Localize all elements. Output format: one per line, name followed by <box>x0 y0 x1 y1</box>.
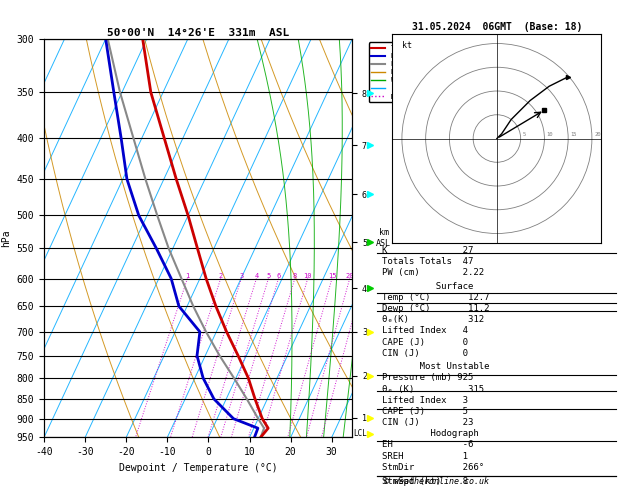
Text: CIN (J)        23: CIN (J) 23 <box>382 418 474 427</box>
Text: Lifted Index   4: Lifted Index 4 <box>382 327 468 335</box>
Text: θₑ (K)          315: θₑ (K) 315 <box>382 384 484 394</box>
Text: 5: 5 <box>266 273 270 278</box>
Text: CAPE (J)       5: CAPE (J) 5 <box>382 407 468 416</box>
Legend: Temperature, Dewpoint, Parcel Trajectory, Dry Adiabat, Wet Adiabat, Isotherm, Mi: Temperature, Dewpoint, Parcel Trajectory… <box>369 42 466 103</box>
Title: 50°00'N  14°26'E  331m  ASL: 50°00'N 14°26'E 331m ASL <box>107 28 289 38</box>
Text: 15: 15 <box>571 132 577 137</box>
Text: 8: 8 <box>292 273 297 278</box>
Text: 10: 10 <box>547 132 554 137</box>
Text: © weatheronline.co.uk: © weatheronline.co.uk <box>384 477 489 486</box>
Text: 1: 1 <box>186 273 189 278</box>
Text: LCL: LCL <box>353 429 367 438</box>
Text: Totals Totals  47: Totals Totals 47 <box>382 257 474 266</box>
Text: Lifted Index   3: Lifted Index 3 <box>382 396 468 405</box>
Text: 10: 10 <box>303 273 312 278</box>
Text: 20: 20 <box>594 132 601 137</box>
Text: 6: 6 <box>276 273 281 278</box>
Text: Pressure (mb) 925: Pressure (mb) 925 <box>382 373 474 382</box>
X-axis label: Dewpoint / Temperature (°C): Dewpoint / Temperature (°C) <box>119 463 277 473</box>
Text: 5: 5 <box>523 132 526 137</box>
Text: PW (cm)        2.22: PW (cm) 2.22 <box>382 268 484 278</box>
Title: 31.05.2024  06GMT  (Base: 18): 31.05.2024 06GMT (Base: 18) <box>412 22 582 32</box>
Text: kt: kt <box>402 41 412 50</box>
Text: Hodograph: Hodograph <box>382 429 533 438</box>
Y-axis label: km
ASL: km ASL <box>376 228 391 248</box>
Text: StmDir         266°: StmDir 266° <box>382 463 484 472</box>
Text: SREH           1: SREH 1 <box>382 451 468 461</box>
Y-axis label: hPa: hPa <box>1 229 11 247</box>
Text: Dewp (°C)       11.2: Dewp (°C) 11.2 <box>382 304 490 313</box>
Text: 20: 20 <box>345 273 354 278</box>
Text: EH             -6: EH -6 <box>382 440 474 450</box>
Text: 4: 4 <box>254 273 259 278</box>
Text: StmSpd (kt)    8: StmSpd (kt) 8 <box>382 477 468 486</box>
Text: θₑ(K)           312: θₑ(K) 312 <box>382 315 484 324</box>
Text: CAPE (J)       0: CAPE (J) 0 <box>382 338 468 347</box>
Text: Temp (°C)       12.7: Temp (°C) 12.7 <box>382 293 490 302</box>
Text: Surface: Surface <box>382 282 533 291</box>
Text: 2: 2 <box>218 273 223 278</box>
Text: K              27: K 27 <box>382 246 474 255</box>
Text: CIN (J)        0: CIN (J) 0 <box>382 349 468 358</box>
Text: Most Unstable: Most Unstable <box>382 362 533 371</box>
Text: 15: 15 <box>328 273 336 278</box>
Text: 3: 3 <box>239 273 243 278</box>
